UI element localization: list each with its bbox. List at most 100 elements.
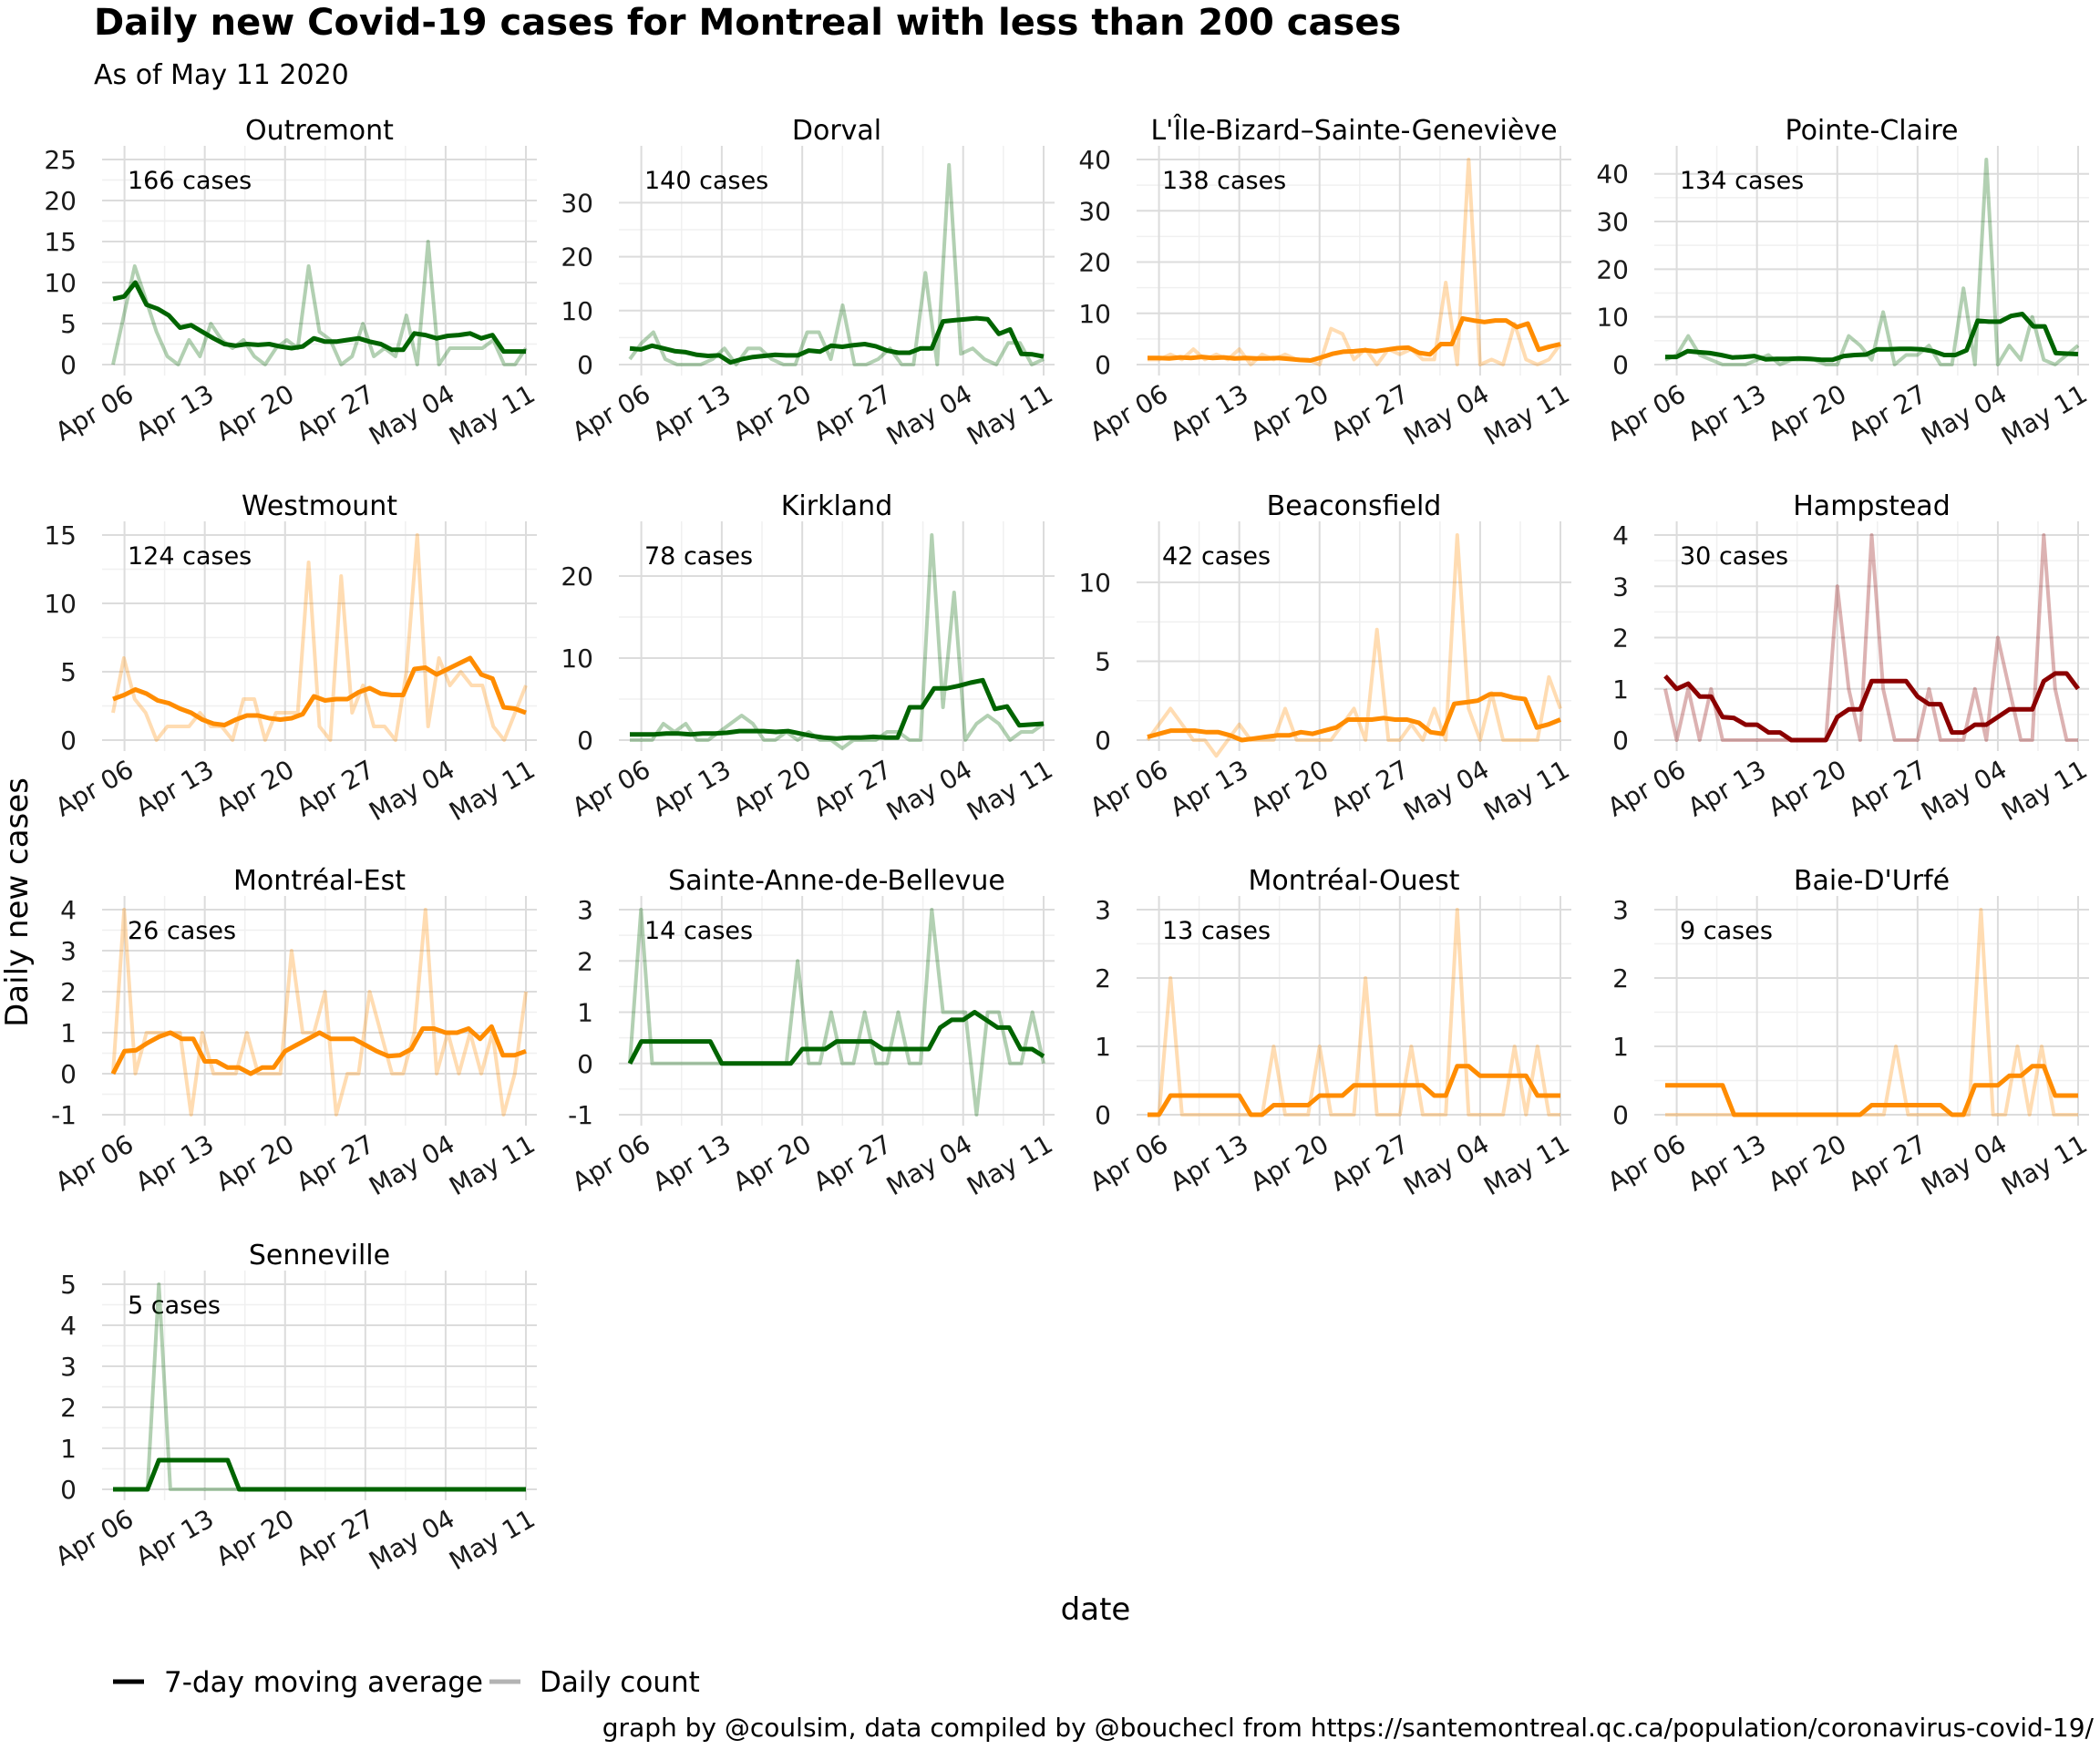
y-tick-label: 5 bbox=[60, 657, 77, 687]
moving-average-line bbox=[110, 1024, 527, 1076]
panel-cases-label: 166 cases bbox=[128, 167, 252, 195]
moving-average-line bbox=[112, 280, 526, 355]
x-tick-label: Apr 06 bbox=[567, 754, 655, 822]
y-tick-label: 2 bbox=[1612, 623, 1629, 654]
x-tick-label: May 11 bbox=[444, 754, 540, 827]
panel-cases-label: 78 cases bbox=[644, 542, 753, 571]
y-tick-label: 40 bbox=[1596, 160, 1629, 190]
daily-count-line bbox=[1664, 158, 2080, 366]
y-tick-label: 0 bbox=[60, 1475, 77, 1505]
x-tick-label: May 04 bbox=[881, 754, 977, 827]
panel-cases-label: 26 cases bbox=[128, 917, 236, 945]
moving-average-line bbox=[630, 677, 1045, 741]
y-tick-label: 3 bbox=[1612, 895, 1629, 925]
moving-average-line bbox=[112, 655, 527, 727]
x-tick-label: Apr 27 bbox=[1325, 754, 1414, 822]
y-tick-label: 0 bbox=[1095, 726, 1111, 756]
x-tick-label: May 11 bbox=[444, 378, 540, 451]
panel-cases-label: 140 cases bbox=[644, 167, 768, 195]
y-tick-label: 10 bbox=[561, 296, 593, 326]
y-tick-label: 3 bbox=[1612, 571, 1629, 602]
x-tick-label: Apr 20 bbox=[1245, 378, 1333, 447]
x-tick-label: May 11 bbox=[1996, 378, 2092, 451]
x-tick-label: Apr 13 bbox=[647, 378, 736, 447]
panel-cases-label: 134 cases bbox=[1680, 167, 1804, 195]
x-tick-label: May 11 bbox=[1478, 754, 1574, 827]
y-tick-label: 0 bbox=[1612, 350, 1629, 380]
x-tick-label: Apr 20 bbox=[211, 378, 299, 447]
x-tick-label: May 04 bbox=[1916, 1128, 2012, 1201]
y-tick-label: 4 bbox=[60, 1311, 77, 1341]
x-tick-label: Apr 13 bbox=[647, 754, 736, 822]
panel-title: Dorval bbox=[792, 115, 881, 147]
daily-count-line bbox=[111, 240, 528, 366]
x-tick-label: Apr 06 bbox=[567, 378, 655, 447]
x-tick-label: Apr 06 bbox=[567, 1128, 655, 1197]
y-tick-label: 0 bbox=[577, 726, 593, 756]
panel-title: L'Île-Bizard–Sainte-Geneviève bbox=[1150, 114, 1557, 147]
x-tick-label: Apr 06 bbox=[50, 1128, 139, 1197]
daily-count-line bbox=[628, 162, 1045, 366]
panel-title: Hampstead bbox=[1793, 490, 1951, 522]
y-tick-label: 3 bbox=[577, 895, 593, 925]
moving-average-line bbox=[1665, 1064, 2078, 1117]
y-tick-label: 4 bbox=[1612, 520, 1629, 551]
y-tick-label: 30 bbox=[561, 188, 593, 218]
x-tick-label: Apr 20 bbox=[728, 754, 817, 822]
y-tick-label: 2 bbox=[577, 946, 593, 976]
y-tick-label: 0 bbox=[1612, 1100, 1629, 1130]
y-tick-label: 10 bbox=[1078, 568, 1111, 598]
y-tick-label: 20 bbox=[1078, 248, 1111, 278]
y-tick-label: 30 bbox=[1596, 207, 1629, 237]
legend-daily-label: Daily count bbox=[540, 1666, 700, 1699]
panel-title: Kirkland bbox=[781, 490, 893, 522]
y-tick-label: 0 bbox=[577, 350, 593, 380]
x-tick-label: May 11 bbox=[444, 1503, 540, 1576]
y-tick-label: 30 bbox=[1078, 196, 1111, 226]
x-tick-label: Apr 27 bbox=[1843, 1128, 1931, 1197]
x-tick-label: May 04 bbox=[1398, 754, 1494, 827]
x-tick-label: Apr 13 bbox=[1683, 754, 1771, 822]
x-tick-label: Apr 27 bbox=[1843, 378, 1931, 447]
x-tick-label: Apr 06 bbox=[1085, 754, 1173, 822]
y-tick-label: 5 bbox=[60, 309, 77, 339]
y-tick-label: 3 bbox=[1095, 895, 1111, 925]
y-tick-label: 10 bbox=[561, 643, 593, 674]
x-tick-label: May 11 bbox=[444, 1128, 540, 1201]
panel-cases-label: 30 cases bbox=[1680, 542, 1788, 571]
moving-average-line bbox=[629, 315, 1045, 365]
y-tick-label: 10 bbox=[1078, 299, 1111, 329]
x-tick-label: Apr 20 bbox=[211, 1128, 299, 1197]
moving-average-line bbox=[627, 1010, 1045, 1066]
daily-count-line bbox=[111, 533, 528, 742]
panel-title: Montréal-Est bbox=[233, 865, 406, 897]
panel-title: Westmount bbox=[242, 490, 397, 522]
y-tick-label: 3 bbox=[60, 936, 77, 966]
y-tick-label: 2 bbox=[60, 1393, 77, 1423]
y-tick-label: 0 bbox=[577, 1049, 593, 1079]
x-tick-label: Apr 13 bbox=[130, 1503, 219, 1571]
x-tick-label: Apr 27 bbox=[291, 378, 379, 447]
x-tick-label: Apr 27 bbox=[1325, 1128, 1414, 1197]
x-tick-label: May 04 bbox=[364, 1503, 459, 1576]
chart-subtitle: As of May 11 2020 bbox=[94, 59, 349, 91]
x-tick-label: Apr 20 bbox=[1245, 754, 1333, 822]
y-tick-label: 5 bbox=[60, 1270, 77, 1300]
x-tick-label: May 04 bbox=[364, 1128, 459, 1201]
x-tick-label: Apr 13 bbox=[1165, 754, 1253, 822]
x-tick-label: Apr 13 bbox=[130, 1128, 219, 1197]
panel-title: Montréal-Ouest bbox=[1248, 865, 1459, 897]
moving-average-line bbox=[1663, 671, 2081, 743]
y-tick-label: 1 bbox=[60, 1018, 77, 1048]
y-tick-label: 1 bbox=[1095, 1032, 1111, 1062]
x-tick-label: Apr 06 bbox=[1602, 1128, 1691, 1197]
